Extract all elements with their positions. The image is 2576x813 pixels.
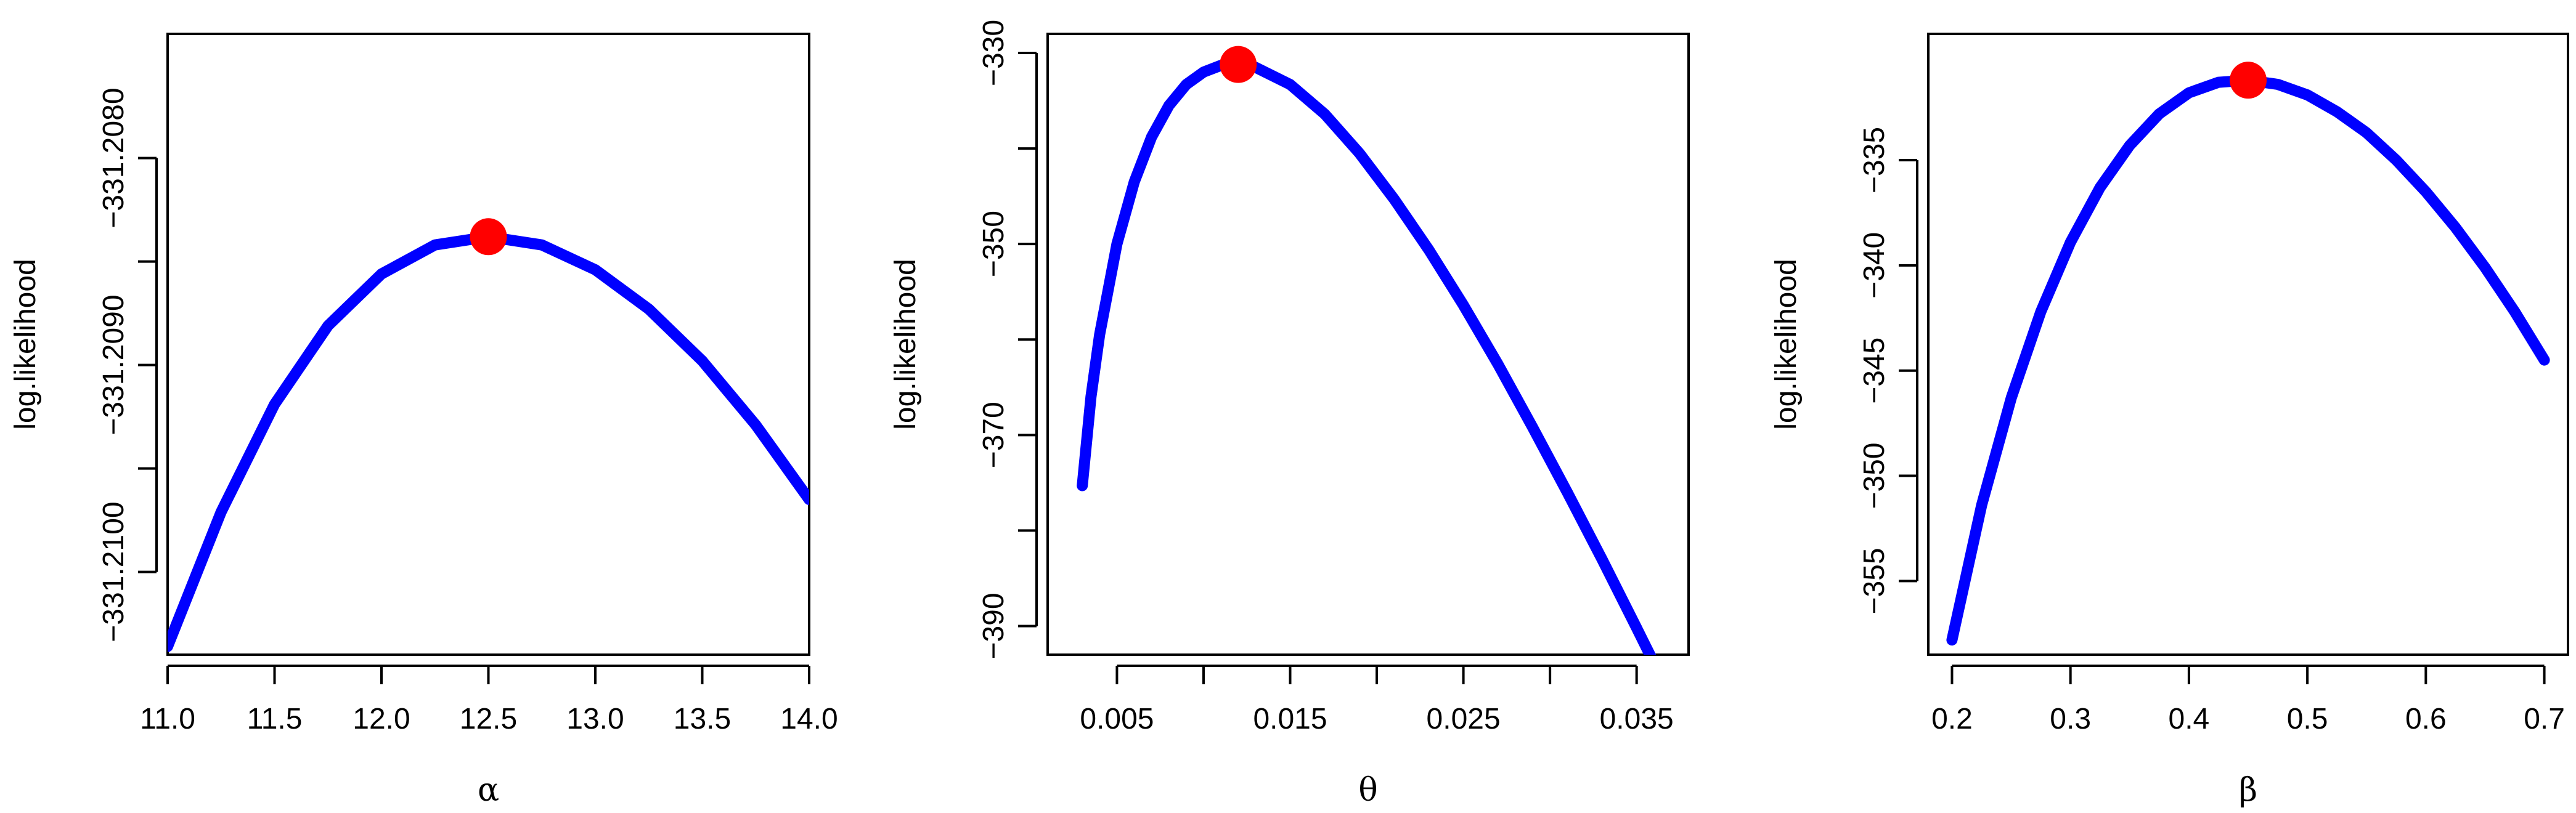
x-tick-label: 11.0 xyxy=(140,703,195,735)
panel-beta: 0.2 0.3 0.4 0.5 0.6 0.7 −335 −340 −345 −350 −355 β l… xyxy=(1770,33,2569,809)
x-tick-label: 0.7 xyxy=(2524,703,2565,735)
y-tick-label: −355 xyxy=(1858,548,1891,614)
likelihood-curve xyxy=(1946,75,2550,646)
y-tick-label: −390 xyxy=(977,593,1010,659)
y-tick-label: −331.2090 xyxy=(97,294,130,435)
x-tick-label: 0.035 xyxy=(1600,703,1674,735)
x-tick-label: 12.0 xyxy=(353,703,410,735)
x-tick-label: 13.5 xyxy=(674,703,731,735)
x-tick-label: 0.4 xyxy=(2169,703,2210,735)
max-point-marker xyxy=(1220,46,1257,83)
x-tick-label: 0.3 xyxy=(2050,703,2091,735)
x-tick-label: 0.2 xyxy=(1931,703,1973,735)
likelihood-curve xyxy=(168,231,809,652)
x-tick-label: 13.0 xyxy=(566,703,624,735)
y-axis-label: log.likelihood xyxy=(1770,259,1803,430)
y-tick-label: −350 xyxy=(977,211,1010,277)
max-point-marker xyxy=(470,218,507,256)
x-axis-label: θ xyxy=(1358,772,1377,809)
panel-theta: 0.005 0.015 0.025 0.035 −330 −350 −370 −390 θ log… xyxy=(889,20,1690,809)
plot-frame xyxy=(1927,33,2569,656)
x-tick-label: 0.5 xyxy=(2287,703,2328,735)
plot-frame xyxy=(1046,33,1690,656)
x-tick-label: 0.6 xyxy=(2405,703,2447,735)
y-axis-label: log.likelihood xyxy=(9,259,42,430)
y-axis-label: log.likelihood xyxy=(889,259,922,430)
x-axis-label: α xyxy=(478,772,499,809)
x-axis-label: β xyxy=(2239,772,2257,809)
y-tick-label: −340 xyxy=(1858,232,1891,299)
x-tick-label: 0.015 xyxy=(1253,703,1327,735)
x-tick-label: 14.0 xyxy=(780,703,838,735)
x-tick-label: 0.005 xyxy=(1080,703,1154,735)
max-point-marker xyxy=(2230,62,2267,99)
plot-frame xyxy=(166,33,810,656)
likelihood-curve xyxy=(1077,59,1657,655)
panel-alpha: 11.0 11.5 12.0 12.5 13.0 13.5 14.0 −331.2080 −33… xyxy=(9,33,838,809)
y-tick-label: −335 xyxy=(1858,127,1891,193)
y-tick-label: −330 xyxy=(977,20,1010,86)
y-tick-label: −370 xyxy=(977,402,1010,468)
y-tick-label: −350 xyxy=(1858,442,1891,509)
x-tick-label: 11.5 xyxy=(247,703,303,735)
x-tick-label: 12.5 xyxy=(460,703,517,735)
y-tick-label: −331.2080 xyxy=(97,87,130,228)
y-tick-label: −345 xyxy=(1858,338,1891,404)
x-tick-label: 0.025 xyxy=(1427,703,1501,735)
y-tick-label: −331.2100 xyxy=(97,501,130,642)
